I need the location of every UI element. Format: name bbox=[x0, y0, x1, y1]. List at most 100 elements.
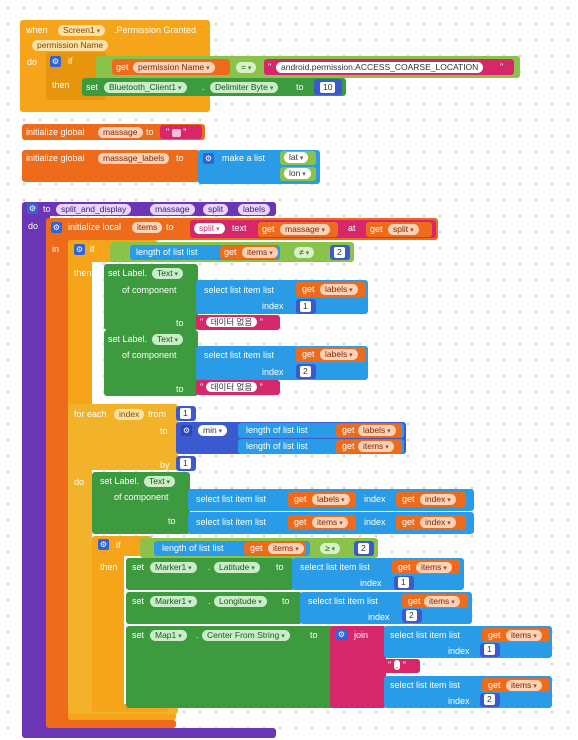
number-one[interactable]: 1 bbox=[300, 301, 311, 312]
mutator-gear-icon[interactable]: ⚙ bbox=[336, 629, 347, 640]
get-labels-var[interactable]: labels bbox=[320, 284, 358, 295]
mutator-gear-icon[interactable]: ⚙ bbox=[181, 425, 192, 436]
item-lon[interactable]: lon bbox=[284, 168, 311, 179]
get-label: get bbox=[250, 543, 263, 553]
marker-component-dropdown[interactable]: Marker1 bbox=[150, 596, 197, 607]
get-split-var[interactable]: split bbox=[388, 224, 419, 235]
latitude-prop-dropdown[interactable]: Latitude bbox=[214, 562, 260, 573]
number-two[interactable]: 2 bbox=[484, 694, 495, 705]
length-of-list-label: length of list list bbox=[246, 425, 308, 435]
quote-open: " bbox=[268, 62, 272, 72]
text-prop-dropdown[interactable]: Text bbox=[152, 268, 184, 279]
to-label: to bbox=[160, 426, 168, 436]
init-local-label: initialize local bbox=[68, 222, 122, 232]
comma-string-block[interactable] bbox=[384, 659, 420, 673]
permission-string-value[interactable]: android.permission.ACCESS_COARSE_LOCATIO… bbox=[276, 62, 484, 73]
length-of-list-label: length of list list bbox=[136, 247, 198, 257]
to-label: to bbox=[146, 127, 154, 137]
longitude-prop-dropdown[interactable]: Longitude bbox=[214, 596, 267, 607]
number-two[interactable]: 2 bbox=[334, 247, 345, 258]
global-labels-name[interactable]: massage_labels bbox=[98, 153, 170, 164]
from-label: from bbox=[148, 409, 166, 419]
empty-string-block[interactable] bbox=[160, 125, 202, 139]
procedure-block[interactable] bbox=[22, 202, 50, 736]
get-items-var[interactable]: items bbox=[506, 630, 542, 641]
center-prop-dropdown[interactable]: Center From String bbox=[202, 630, 290, 641]
length-of-list-label: length of list list bbox=[162, 543, 224, 553]
get-labels-var[interactable]: labels bbox=[320, 349, 358, 360]
in-label: in bbox=[52, 244, 60, 254]
equals-operator-dropdown[interactable]: = bbox=[236, 62, 257, 73]
delimiter-property-dropdown[interactable]: Delimiter Byte bbox=[210, 82, 279, 93]
get-label: get bbox=[262, 224, 275, 234]
bluetooth-component-dropdown[interactable]: Bluetooth_Client1 bbox=[104, 82, 187, 93]
get-label: get bbox=[302, 284, 315, 294]
index-label: index bbox=[262, 367, 284, 377]
get-labels-var[interactable]: labels bbox=[312, 494, 350, 505]
inner-if-block[interactable] bbox=[92, 536, 124, 712]
get-items-var[interactable]: items bbox=[312, 517, 348, 528]
param-massage[interactable]: massage bbox=[150, 204, 195, 215]
map-component-dropdown[interactable]: Map1 bbox=[150, 630, 187, 641]
get-index-var[interactable]: index bbox=[420, 494, 456, 505]
mutator-gear-icon[interactable]: ⚙ bbox=[27, 203, 38, 214]
no-data-value[interactable]: 데이터 없음 bbox=[205, 317, 258, 327]
neq-operator-dropdown[interactable]: ≠ bbox=[294, 247, 315, 258]
number-two[interactable]: 2 bbox=[358, 543, 369, 554]
index-label: index bbox=[364, 517, 386, 527]
text-prop-dropdown[interactable]: Text bbox=[152, 334, 184, 345]
get-items-var[interactable]: items bbox=[424, 596, 460, 607]
mutator-gear-icon[interactable]: ⚙ bbox=[74, 244, 85, 255]
get-label: get bbox=[398, 562, 411, 572]
index-label: index bbox=[360, 578, 382, 588]
marker-component-dropdown[interactable]: Marker1 bbox=[150, 562, 197, 573]
number-two[interactable]: 2 bbox=[300, 366, 311, 377]
get-items-var[interactable]: items bbox=[268, 543, 304, 554]
do-label: do bbox=[27, 57, 38, 67]
for-each-index-var[interactable]: index bbox=[114, 409, 145, 420]
screen-component-dropdown[interactable]: Screen1 bbox=[58, 25, 106, 36]
mutator-gear-icon[interactable]: ⚙ bbox=[50, 56, 61, 67]
get-items-var[interactable]: items bbox=[416, 562, 452, 573]
select-list-item-label: select list item list bbox=[390, 630, 461, 640]
by-value[interactable]: 1 bbox=[180, 458, 191, 469]
dot-separator: . bbox=[202, 82, 205, 92]
init-local-block[interactable] bbox=[46, 218, 70, 726]
param-labels[interactable]: labels bbox=[238, 204, 271, 215]
dot-separator: . bbox=[196, 630, 199, 640]
number-two[interactable]: 2 bbox=[406, 610, 417, 621]
procedure-name[interactable]: split_and_display bbox=[56, 204, 132, 215]
set-label: set bbox=[132, 630, 145, 640]
get-index-var[interactable]: index bbox=[420, 517, 456, 528]
mutator-gear-icon[interactable]: ⚙ bbox=[203, 153, 214, 164]
get-items-var[interactable]: items bbox=[242, 247, 278, 258]
mutator-gear-icon[interactable]: ⚙ bbox=[51, 222, 62, 233]
init-global-label: initialize global bbox=[26, 127, 85, 137]
from-value[interactable]: 1 bbox=[180, 408, 191, 419]
set-label-label: set Label. bbox=[100, 476, 140, 486]
get-items-var[interactable]: items bbox=[358, 441, 394, 452]
number-one[interactable]: 1 bbox=[398, 577, 409, 588]
no-data-string: " 데이터 없음 " bbox=[200, 317, 263, 327]
global-massage-name[interactable]: massage bbox=[98, 127, 143, 138]
param-permission-name[interactable]: permission Name bbox=[32, 40, 109, 51]
get-var-dropdown[interactable]: permission Name bbox=[133, 62, 215, 73]
comma-value[interactable]: , bbox=[393, 660, 401, 670]
number-one[interactable]: 1 bbox=[484, 644, 495, 655]
of-component-label: of component bbox=[122, 350, 177, 360]
get-massage-var[interactable]: massage bbox=[280, 224, 330, 235]
get-items-var[interactable]: items bbox=[506, 680, 542, 691]
gte-operator-dropdown[interactable]: ≥ bbox=[320, 543, 341, 554]
min-dropdown[interactable]: min bbox=[198, 425, 228, 436]
do-label: do bbox=[28, 221, 39, 231]
local-items-name[interactable]: items bbox=[132, 222, 163, 233]
delimiter-value[interactable]: 10 bbox=[320, 82, 336, 93]
no-data-value[interactable]: 데이터 없음 bbox=[205, 382, 258, 392]
mutator-gear-icon[interactable]: ⚙ bbox=[98, 539, 109, 550]
to-label: to bbox=[168, 516, 176, 526]
param-split[interactable]: split bbox=[203, 204, 229, 215]
get-labels-var[interactable]: labels bbox=[358, 425, 396, 436]
item-lat[interactable]: lat bbox=[284, 152, 309, 163]
text-prop-dropdown[interactable]: Text bbox=[144, 476, 176, 487]
split-dropdown[interactable]: split bbox=[194, 223, 225, 234]
